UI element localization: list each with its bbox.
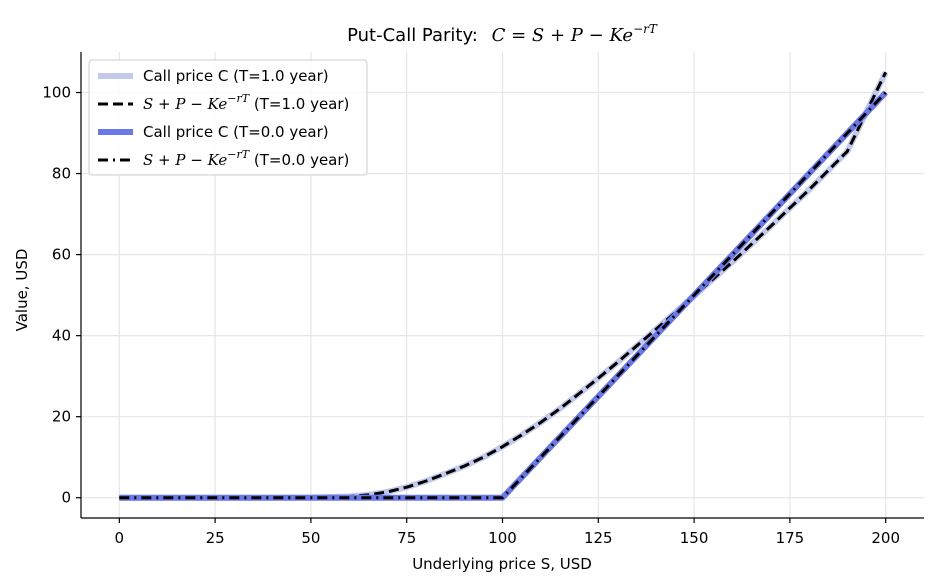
legend-label-3: Call price C (T=0.0 year)	[143, 123, 329, 141]
legend-label-2: S + P − Ke−rT (T=1.0 year)	[143, 92, 349, 113]
x-tick-label: 25	[206, 529, 225, 547]
x-tick-label: 100	[488, 529, 517, 547]
y-tick-label: 80	[52, 165, 71, 183]
chart-title: Put-Call Parity: C = S + P − Ke−rT	[347, 22, 658, 46]
x-tick-label: 0	[115, 529, 125, 547]
y-tick-label: 40	[52, 327, 71, 345]
x-tick-label: 75	[397, 529, 416, 547]
x-tick-label: 175	[776, 529, 805, 547]
y-tick-label: 20	[52, 408, 71, 426]
chart-title-formula: C = S + P − Ke−rT	[492, 22, 658, 46]
x-tick-label: 200	[871, 529, 900, 547]
legend: Call price C (T=1.0 year) S + P − Ke−rT (…	[88, 59, 368, 176]
legend-label-1: Call price C (T=1.0 year)	[143, 67, 329, 85]
ticks: 0 25 50 75 100 125 150 175 200 0 20 40 60 80 100	[42, 84, 900, 547]
x-tick-label: 125	[584, 529, 613, 547]
chart-title-text: Put-Call Parity:	[347, 25, 478, 46]
y-axis-label: Value, USD	[13, 249, 31, 332]
legend-label-4: S + P − Ke−rT (T=0.0 year)	[143, 148, 349, 169]
x-axis-label: Underlying price S, USD	[412, 555, 592, 573]
series-line-4	[119, 91, 887, 500]
grid	[81, 52, 924, 518]
y-tick-label: 60	[52, 246, 71, 264]
y-tick-label: 0	[61, 489, 71, 507]
x-tick-label: 150	[680, 529, 709, 547]
legend-box	[88, 59, 368, 176]
x-tick-label: 50	[301, 529, 320, 547]
y-tick-label: 100	[42, 84, 71, 102]
series-layer	[119, 70, 889, 501]
